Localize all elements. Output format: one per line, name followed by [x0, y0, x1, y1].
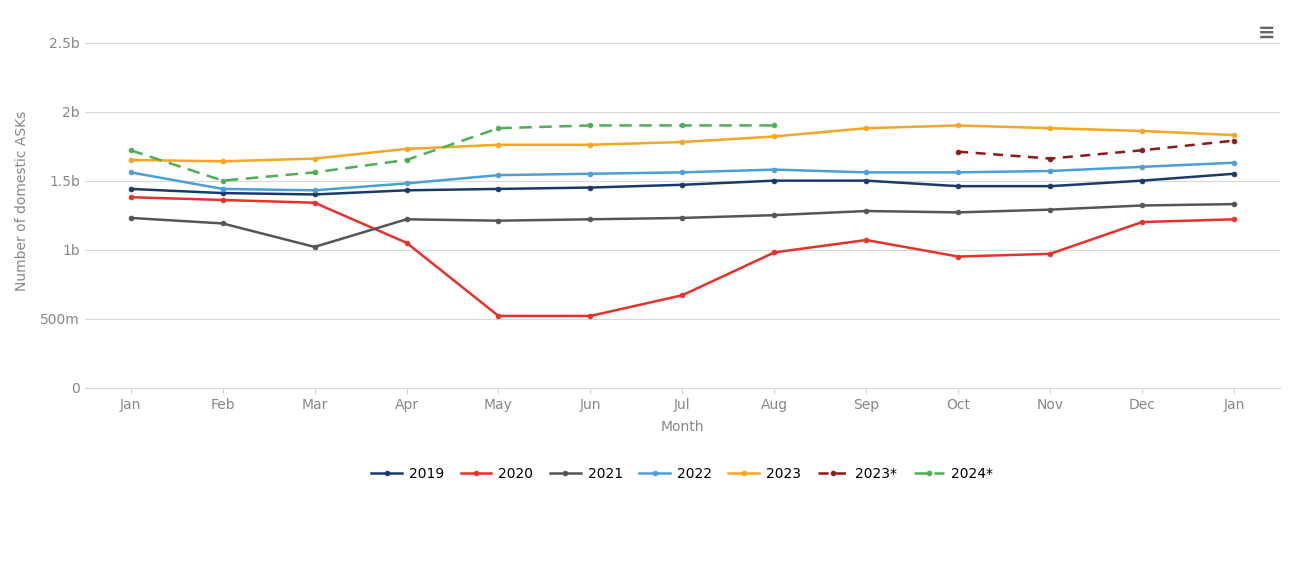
2023	[123, 156, 139, 163]
2023	[1226, 132, 1242, 139]
2023	[675, 139, 690, 146]
2023	[399, 146, 414, 152]
2019	[399, 187, 414, 194]
2020	[583, 312, 598, 319]
2019	[767, 177, 782, 184]
2021	[951, 209, 966, 216]
2019	[491, 186, 506, 192]
2022	[583, 170, 598, 177]
2023	[215, 158, 231, 165]
2019	[215, 190, 231, 196]
2021	[675, 215, 690, 222]
2022	[215, 186, 231, 192]
2019	[307, 191, 322, 198]
2021	[215, 220, 231, 227]
2020	[951, 253, 966, 260]
2022	[399, 180, 414, 187]
2020	[1042, 250, 1058, 257]
2023*	[1134, 147, 1150, 154]
2022	[675, 169, 690, 176]
2019	[1226, 170, 1242, 177]
2020	[215, 196, 231, 203]
2024*	[767, 122, 782, 129]
2019	[675, 182, 690, 188]
2024*	[399, 156, 414, 163]
2024*	[215, 177, 231, 184]
2024*	[123, 147, 139, 154]
2023	[491, 142, 506, 148]
2023*	[951, 148, 966, 155]
2020	[1226, 216, 1242, 223]
2019	[1134, 177, 1150, 184]
Line: 2020: 2020	[128, 195, 1237, 319]
2021	[859, 208, 874, 215]
2023	[1134, 127, 1150, 134]
2020	[399, 239, 414, 246]
2021	[399, 216, 414, 223]
2020	[675, 292, 690, 299]
2022	[491, 172, 506, 179]
2020	[767, 249, 782, 256]
2021	[307, 243, 322, 250]
Legend: 2019, 2020, 2021, 2022, 2023, 2023*, 2024*: 2019, 2020, 2021, 2022, 2023, 2023*, 202…	[366, 462, 998, 487]
2022	[1134, 163, 1150, 170]
2020	[123, 194, 139, 200]
Line: 2023: 2023	[128, 123, 1237, 164]
Line: 2021: 2021	[128, 202, 1237, 250]
2019	[123, 186, 139, 192]
2019	[583, 184, 598, 191]
2019	[951, 183, 966, 190]
2022	[951, 169, 966, 176]
2022	[307, 187, 322, 194]
2021	[1226, 200, 1242, 207]
2022	[1042, 167, 1058, 174]
2020	[859, 236, 874, 243]
2020	[307, 199, 322, 206]
2022	[1226, 159, 1242, 166]
2022	[859, 169, 874, 176]
2022	[767, 166, 782, 173]
2023	[951, 122, 966, 129]
2020	[491, 312, 506, 319]
Line: 2022: 2022	[128, 160, 1237, 193]
Text: ≡: ≡	[1257, 23, 1276, 43]
2022	[123, 169, 139, 176]
2020	[1134, 219, 1150, 226]
Y-axis label: Number of domestic ASKs: Number of domestic ASKs	[16, 111, 28, 291]
Line: 2019: 2019	[128, 171, 1237, 197]
2024*	[583, 122, 598, 129]
2024*	[307, 169, 322, 176]
2023	[1042, 125, 1058, 132]
2021	[1042, 206, 1058, 213]
Line: 2023*: 2023*	[956, 138, 1237, 161]
2023*	[1042, 155, 1058, 162]
2021	[1134, 202, 1150, 209]
2019	[859, 177, 874, 184]
2023	[307, 155, 322, 162]
2019	[1042, 183, 1058, 190]
2024*	[675, 122, 690, 129]
2021	[123, 215, 139, 222]
2023	[767, 133, 782, 140]
2021	[491, 217, 506, 224]
2021	[583, 216, 598, 223]
2024*	[491, 125, 506, 132]
2023	[583, 142, 598, 148]
2023	[859, 125, 874, 132]
2021	[767, 212, 782, 219]
Line: 2024*: 2024*	[128, 123, 777, 183]
2023*	[1226, 137, 1242, 144]
X-axis label: Month: Month	[660, 420, 704, 435]
